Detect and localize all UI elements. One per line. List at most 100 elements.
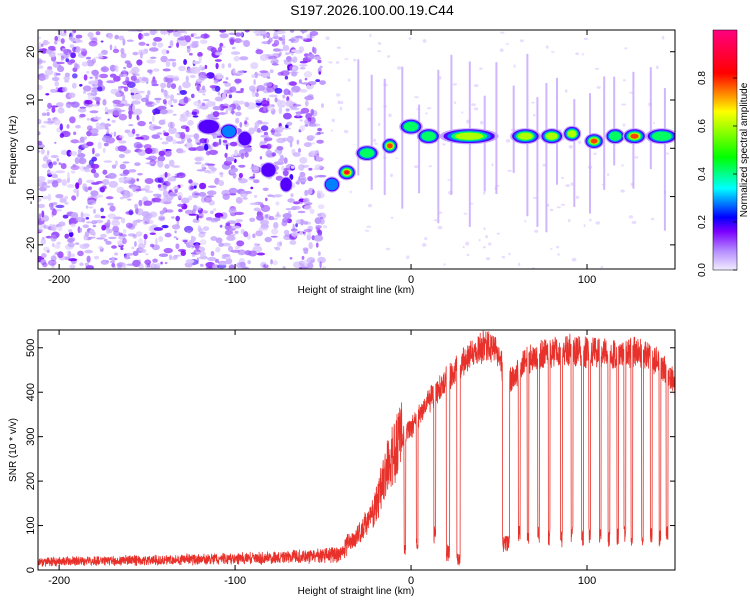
noise-blob [111, 262, 116, 268]
noise-blob [219, 172, 224, 176]
noise-blob [288, 90, 291, 96]
noise-blob [300, 82, 310, 85]
noise-blob [249, 176, 255, 179]
noise-blob [118, 140, 127, 144]
noise-blob [179, 39, 188, 47]
noise-blob [174, 230, 177, 234]
noise-speck [557, 253, 560, 256]
noise-blob [59, 197, 67, 203]
noise-speck [433, 219, 438, 222]
noise-speck [564, 89, 568, 93]
noise-blob [51, 76, 60, 82]
noise-blob [132, 259, 141, 267]
noise-blob [143, 200, 153, 206]
noise-blob [73, 40, 76, 44]
noise-blob [239, 261, 246, 268]
noise-blob [304, 124, 309, 127]
noise-blob [283, 112, 292, 120]
noise-speck [406, 255, 410, 260]
noise-blob [309, 31, 319, 36]
noise-blob [46, 111, 50, 117]
noise-blob [272, 217, 278, 220]
y-tick-label: -10 [25, 189, 37, 205]
noise-blob [108, 228, 113, 234]
noise-blob [179, 116, 188, 122]
noise-blob [290, 92, 293, 97]
trace-segment [540, 128, 564, 145]
noise-blob [299, 125, 306, 132]
noise-blob [213, 208, 217, 212]
noise-blob [253, 30, 262, 34]
noise-blob [145, 157, 153, 160]
noise-blob [135, 207, 139, 215]
noise-blob [160, 82, 167, 89]
noise-blob [182, 81, 191, 89]
noise-blob [321, 103, 324, 108]
noise-blob [116, 103, 125, 107]
noise-blob [253, 166, 260, 174]
noise-blob [112, 99, 121, 104]
noise-blob [146, 59, 156, 64]
noise-blob [280, 99, 286, 107]
noise-blob [277, 105, 286, 108]
noise-blob [70, 223, 76, 228]
noise-blob [259, 156, 263, 160]
noise-blob [284, 100, 293, 107]
noise-blob [40, 43, 44, 47]
noise-blob [226, 235, 236, 241]
noise-blob [269, 69, 274, 74]
noise-blob [235, 117, 240, 124]
noise-blob [144, 259, 152, 265]
noise-blob [93, 172, 100, 178]
noise-blob [51, 173, 58, 179]
noise-blob [265, 150, 273, 158]
noise-blob [176, 42, 180, 48]
noise-blob [161, 224, 169, 229]
noise-speck [338, 258, 342, 261]
noise-blob [307, 176, 313, 182]
noise-blob [152, 126, 162, 130]
noise-blob [310, 108, 315, 116]
trace-segment [381, 137, 399, 154]
noise-speck [366, 225, 372, 228]
noise-blob [210, 167, 217, 172]
noise-blob [145, 162, 155, 165]
noise-blob [48, 45, 56, 51]
noise-blob [165, 135, 174, 142]
noise-blob [196, 169, 206, 172]
noise-blob [244, 152, 249, 158]
noise-blob [114, 252, 118, 256]
noise-blob [75, 124, 81, 129]
noise-blob [86, 179, 95, 184]
noise-speck [461, 111, 464, 114]
noise-blob [232, 68, 236, 74]
noise-blob [222, 242, 231, 247]
noise-blob [149, 232, 156, 235]
noise-blob [303, 221, 309, 225]
noise-speck [483, 191, 486, 195]
noise-speck [575, 195, 580, 199]
noise-blob [41, 163, 49, 169]
noise-blob [167, 99, 173, 106]
noise-blob [273, 39, 280, 47]
noise-blob [149, 30, 157, 36]
noise-blob [306, 53, 315, 60]
noise-blob [54, 40, 58, 45]
noise-blob [79, 243, 89, 249]
noise-blob [143, 239, 147, 246]
noise-blob [151, 262, 155, 268]
noise-blob [145, 94, 150, 99]
noise-blob [86, 221, 92, 224]
noise-blob [219, 216, 225, 219]
noise-speck [595, 221, 601, 225]
noise-blob [162, 190, 169, 197]
noise-blob [153, 227, 164, 231]
noise-blob [48, 202, 54, 208]
noise-blob [316, 174, 327, 178]
noise-blob [172, 165, 181, 168]
noise-speck [661, 35, 665, 40]
colorbar: 0.0 0.2 0.4 0.6 0.8 Normalized spectral ampl… [697, 29, 750, 277]
noise-blob [79, 106, 87, 109]
noise-blob [231, 225, 241, 229]
noise-blob [206, 100, 215, 107]
